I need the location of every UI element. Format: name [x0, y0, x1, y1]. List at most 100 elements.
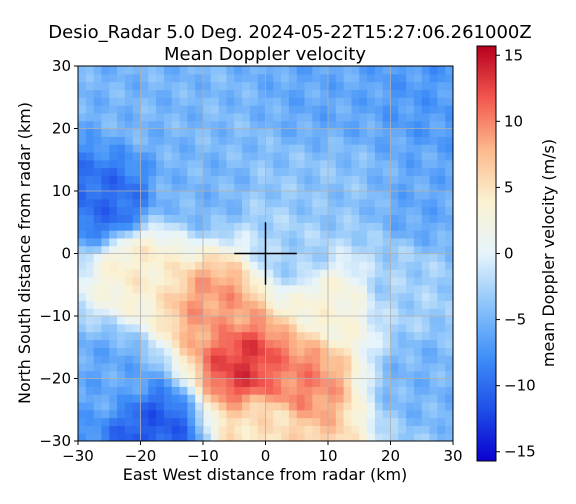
velocity-cell [234, 401, 243, 411]
velocity-cell [148, 136, 157, 145]
velocity-cell [257, 347, 267, 356]
velocity-cell [382, 417, 392, 426]
velocity-cell [101, 394, 110, 403]
velocity-cell [203, 198, 212, 208]
velocity-cell [382, 183, 392, 192]
velocity-cell [312, 425, 321, 434]
velocity-cell [78, 386, 87, 395]
velocity-cell [249, 66, 259, 75]
velocity-cell [78, 128, 87, 137]
velocity-cell [148, 175, 157, 184]
velocity-cell [156, 128, 165, 137]
velocity-cell [304, 175, 313, 184]
velocity-cell [156, 292, 165, 301]
velocity-cell [93, 159, 103, 169]
velocity-cell [179, 378, 188, 387]
velocity-cell [124, 370, 134, 380]
velocity-cell [218, 73, 228, 83]
velocity-cell [265, 386, 274, 395]
velocity-cell [351, 323, 360, 333]
velocity-cell [445, 261, 453, 270]
velocity-cell [398, 183, 407, 192]
velocity-cell [132, 237, 142, 247]
velocity-cell [171, 105, 181, 114]
velocity-cell [234, 292, 243, 301]
velocity-cell [85, 300, 95, 309]
velocity-cell [374, 284, 384, 294]
velocity-cell [374, 128, 384, 137]
velocity-cell [367, 151, 376, 161]
y-tick-label: 30 [52, 57, 71, 75]
velocity-cell [398, 269, 407, 278]
velocity-cell [382, 151, 392, 161]
velocity-cell [265, 253, 274, 262]
velocity-cell [413, 276, 423, 286]
velocity-cell [187, 112, 196, 122]
velocity-cell [210, 401, 220, 411]
velocity-cell [437, 183, 446, 192]
velocity-cell [156, 362, 165, 372]
velocity-cell [85, 73, 95, 83]
velocity-cell [265, 230, 274, 239]
velocity-cell [203, 191, 212, 200]
velocity-cell [93, 347, 103, 356]
velocity-cell [281, 230, 290, 239]
velocity-cell [187, 401, 196, 411]
velocity-cell [132, 81, 142, 91]
velocity-cell [179, 300, 188, 309]
velocity-cell [288, 89, 298, 98]
velocity-cell [382, 144, 392, 153]
velocity-cell [304, 300, 313, 309]
velocity-cell [413, 151, 423, 161]
velocity-cell [429, 230, 438, 239]
velocity-cell [109, 245, 118, 255]
velocity-cell [351, 183, 360, 192]
velocity-cell [445, 66, 453, 75]
velocity-cell [367, 206, 376, 216]
velocity-cell [335, 222, 345, 231]
velocity-cell [132, 66, 142, 75]
velocity-cell [101, 222, 110, 231]
velocity-cell [421, 401, 431, 411]
velocity-cell [140, 214, 149, 223]
velocity-cell [226, 308, 235, 317]
velocity-cell [187, 284, 196, 294]
velocity-cell [367, 284, 376, 294]
velocity-cell [367, 355, 376, 364]
velocity-cell [281, 191, 290, 200]
velocity-cell [304, 237, 313, 247]
velocity-cell [203, 81, 212, 91]
velocity-cell [288, 66, 298, 75]
velocity-cell [163, 206, 173, 216]
velocity-cell [132, 97, 142, 106]
velocity-cell [413, 355, 423, 364]
velocity-cell [421, 230, 431, 239]
velocity-cell [445, 253, 453, 262]
velocity-cell [249, 417, 259, 426]
velocity-cell [171, 81, 181, 91]
velocity-cell [179, 66, 188, 75]
velocity-cell [328, 136, 337, 145]
velocity-cell [187, 151, 196, 161]
velocity-cell [296, 222, 306, 231]
velocity-cell [85, 198, 95, 208]
velocity-cell [218, 237, 228, 247]
velocity-cell [406, 198, 415, 208]
velocity-cell [335, 323, 345, 333]
velocity-cell [234, 89, 243, 98]
velocity-cell [413, 214, 423, 223]
velocity-cell [288, 237, 298, 247]
velocity-cell [203, 230, 212, 239]
velocity-cell [437, 394, 446, 403]
velocity-cell [429, 323, 438, 333]
velocity-cell [171, 214, 181, 223]
velocity-cell [171, 323, 181, 333]
velocity-cell [445, 331, 453, 341]
velocity-cell [93, 73, 103, 83]
velocity-cell [351, 316, 360, 325]
velocity-cell [163, 417, 173, 426]
velocity-cell [234, 191, 243, 200]
velocity-cell [320, 97, 329, 106]
velocity-cell [281, 401, 290, 411]
velocity-cell [179, 167, 188, 176]
